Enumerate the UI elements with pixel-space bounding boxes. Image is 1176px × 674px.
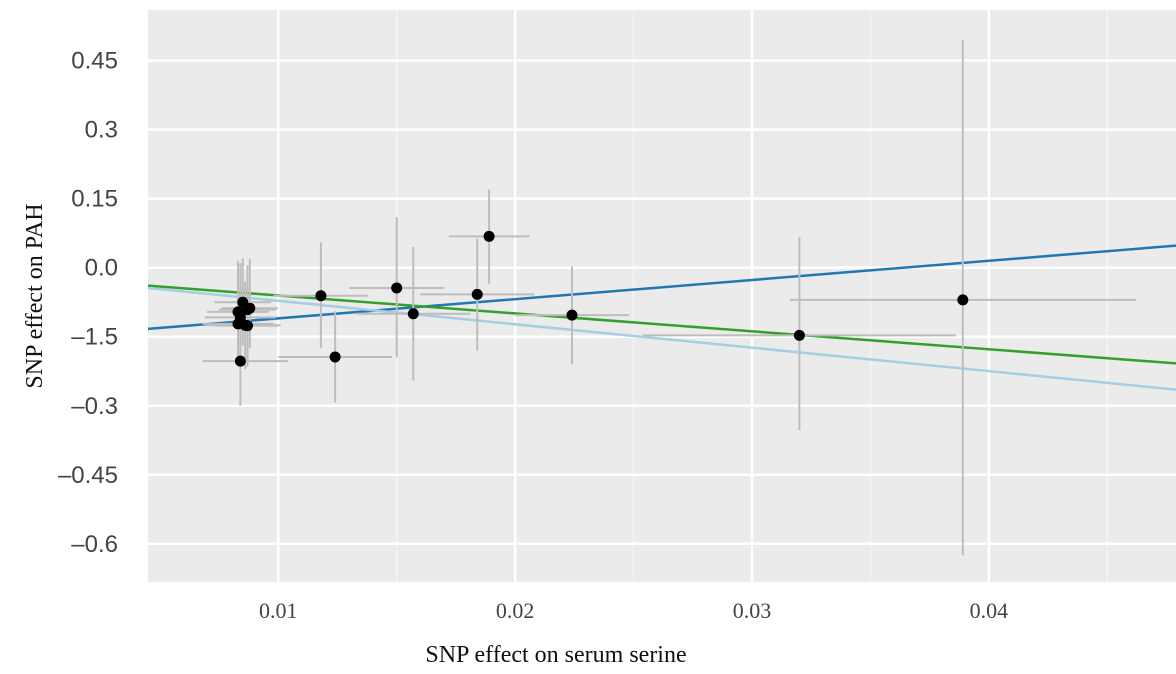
data-point	[329, 351, 341, 363]
data-point	[566, 309, 578, 321]
data-point	[407, 308, 419, 320]
y-tick-label: –0.6	[71, 531, 118, 558]
x-tick-label: 0.04	[970, 598, 1009, 623]
y-tick-label: 0.3	[85, 117, 118, 144]
y-tick-label: –1.5	[71, 324, 118, 351]
data-point	[241, 320, 253, 332]
data-point	[793, 329, 805, 341]
y-axis-title: SNP effect on PAH	[22, 203, 48, 388]
fit-line-1	[147, 244, 1176, 331]
y-tick-label: 0.15	[71, 186, 118, 213]
x-tick-label: 0.03	[733, 598, 772, 623]
data-point	[315, 290, 327, 302]
x-tick-label: 0.02	[496, 598, 535, 623]
data-point	[957, 294, 969, 306]
data-point	[471, 288, 483, 300]
y-axis-ticks: 0.45 0.3 0.15 0.0 –1.5 –0.3 –0.45 –0.6	[58, 48, 118, 558]
y-tick-label: –0.45	[58, 462, 118, 489]
y-tick-label: 0.0	[85, 255, 118, 282]
fit-line-3	[147, 286, 1176, 391]
y-tick-label: –0.3	[71, 393, 118, 420]
x-axis-ticks: 0.01 0.02 0.03 0.04	[259, 598, 1008, 623]
data-points	[232, 230, 969, 367]
data-point	[483, 230, 495, 242]
data-point	[244, 302, 256, 314]
data-point	[234, 355, 246, 367]
data-point	[391, 282, 403, 294]
gridlines	[148, 10, 1176, 582]
y-tick-label: 0.45	[71, 48, 118, 75]
x-axis-title: SNP effect on serum serine	[425, 642, 686, 668]
x-tick-label: 0.01	[259, 598, 298, 623]
